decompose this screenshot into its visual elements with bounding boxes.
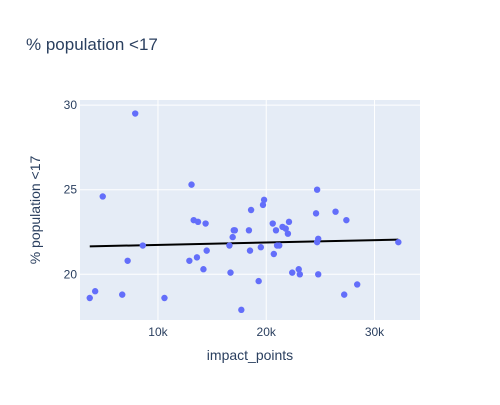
x-tick-label: 10k	[148, 325, 168, 339]
scatter-point	[295, 266, 302, 273]
scatter-point	[284, 230, 292, 237]
scatter-point	[229, 233, 236, 241]
scatter-point	[395, 238, 402, 246]
scatter-point	[238, 306, 245, 314]
grid-lines	[80, 100, 420, 320]
scatter-point	[296, 271, 304, 278]
scatter-point	[91, 288, 99, 295]
scatter-point	[270, 250, 278, 258]
scatter-point	[313, 186, 321, 193]
scatter-point	[86, 294, 93, 302]
scatter-point	[188, 181, 195, 188]
scatter-point	[226, 242, 233, 249]
scatter-point	[260, 196, 268, 204]
scatter-point	[200, 266, 207, 273]
y-tick-label: 25	[64, 183, 78, 197]
scatter-point	[247, 206, 255, 214]
scatter-point	[343, 216, 350, 224]
y-tick-label: 20	[64, 267, 78, 281]
scatter-point	[186, 257, 193, 264]
scatter-point	[124, 257, 131, 264]
scatter-point	[139, 242, 147, 249]
scatter-point	[246, 247, 254, 254]
scatter-point	[203, 247, 210, 254]
scatter-point	[99, 193, 106, 200]
scatter-point	[341, 291, 348, 298]
data-series	[86, 110, 402, 314]
scatter-point	[202, 220, 209, 227]
scatter-point	[255, 277, 262, 285]
x-tick-label: 20k	[257, 325, 277, 339]
y-tick-label: 30	[64, 98, 78, 112]
scatter-point	[227, 269, 234, 276]
scatter-point	[289, 269, 296, 276]
scatter-point	[119, 291, 126, 298]
scatter-point	[315, 235, 322, 242]
scatter-point	[285, 218, 293, 226]
axis-ticks: 10k 20k 30k 20 25 30	[64, 98, 386, 339]
scatter-point	[353, 281, 361, 288]
scatter-point	[272, 227, 280, 234]
scatter-point	[259, 201, 267, 209]
scatter-point	[132, 110, 139, 117]
scatter-point	[194, 218, 202, 226]
y-axis-label: % population <17	[27, 155, 43, 264]
chart-title: % population <17	[26, 35, 158, 54]
scatter-point	[282, 225, 289, 232]
x-tick-label: 30k	[365, 325, 385, 339]
scatter-point	[161, 294, 168, 302]
scatter-point	[193, 254, 201, 261]
scatter-point	[269, 220, 276, 227]
x-axis-label: impact_points	[207, 347, 293, 363]
scatter-point	[276, 242, 283, 249]
scatter-point	[245, 227, 253, 234]
scatter-point	[332, 208, 339, 215]
scatter-point	[231, 227, 239, 234]
scatter-point	[315, 271, 322, 278]
scatter-point	[257, 244, 265, 251]
scatter-point	[312, 210, 320, 217]
